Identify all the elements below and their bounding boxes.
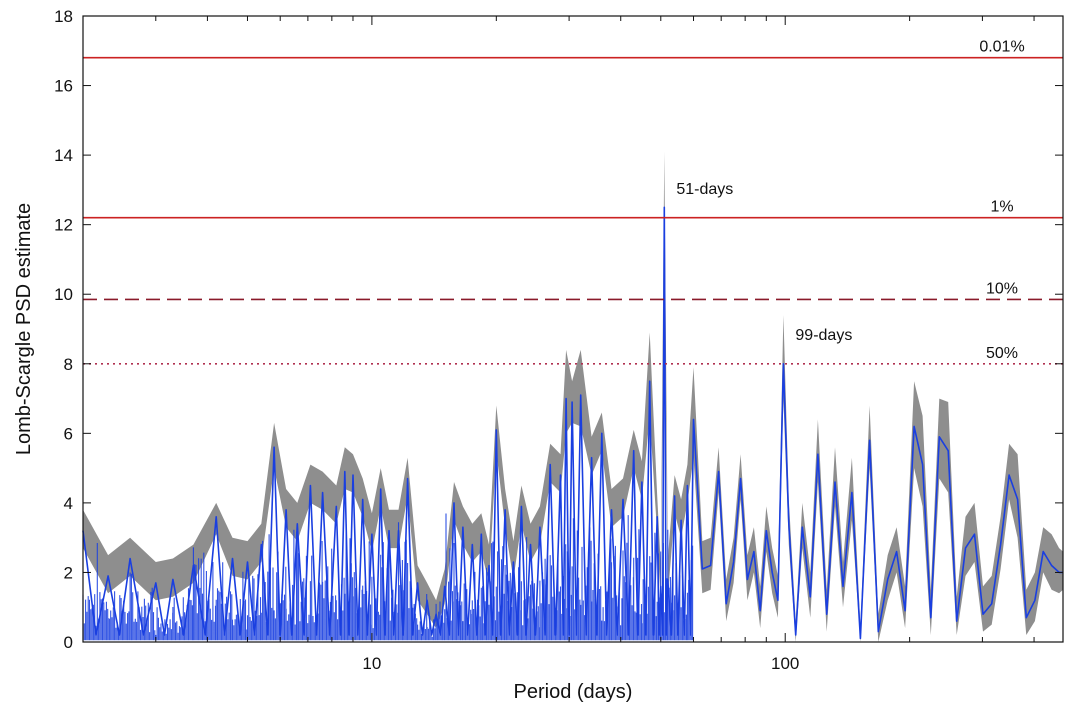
plot-frame [82,15,1064,643]
y-tick-label: 14 [54,146,73,165]
threshold-label: 1% [990,199,1013,216]
y-tick-label: 2 [64,563,73,582]
y-tick-label: 12 [54,216,73,235]
y-tick-label: 6 [64,424,73,443]
y-tick-label: 4 [64,494,73,513]
y-tick-label: 18 [54,7,73,26]
y-tick-label: 8 [64,355,73,374]
threshold-label: 50% [986,345,1018,362]
peak-annotation: 51-days [676,181,733,198]
threshold-layer: 0.01% 1% 10% 50% [83,39,1063,365]
y-tick-label: 16 [54,77,73,96]
x-tick-label: 100 [771,654,799,673]
peak-annotation: 99-days [795,327,852,344]
y-axis-title: Lomb-Scargle PSD estimate [13,203,35,455]
threshold-label: 0.01% [979,39,1024,56]
y-tick-label: 0 [64,633,73,652]
threshold-label: 10% [986,280,1018,297]
confidence-band-layer [83,151,1063,642]
x-tick-label: 10 [362,654,381,673]
x-axis-title: Period (days) [514,681,633,703]
series-line [82,206,1063,640]
tick-layer: 0 2 4 6 8 10 12 14 16 18 10 100 [54,7,1063,673]
annotation-layer: 51-days 99-days [676,181,852,344]
y-tick-label: 10 [54,285,73,304]
series-layer [82,206,1063,640]
confidence-band [83,151,1063,642]
